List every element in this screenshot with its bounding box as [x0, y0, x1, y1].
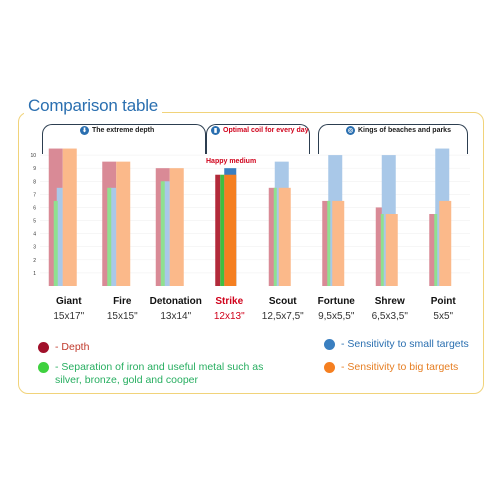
bar-detonation-separation — [160, 181, 165, 286]
y-tick-label: 6 — [33, 205, 36, 211]
bar-scout-separation — [273, 187, 277, 286]
depth-icon: ⬇ — [80, 126, 89, 135]
legend-separation: - Separation of iron and useful metal su… — [38, 361, 288, 387]
chart-title: Comparison table — [28, 96, 159, 115]
bar-fire-sensitivity — [116, 161, 131, 286]
legend-small-text: - Sensitivity to small targets — [341, 338, 469, 350]
bar-fortune-separation — [327, 200, 331, 286]
title-wrap: Comparison table — [24, 96, 163, 116]
category-size-label: 12,5x7,5" — [261, 311, 304, 322]
bar-detonation-sensitivity — [163, 181, 170, 286]
legend-separation-dot — [38, 362, 49, 373]
legend-separation-text: - Separation of iron and useful metal su… — [55, 361, 264, 386]
legend-depth: - Depth — [38, 341, 89, 354]
category-label: Fortune — [317, 296, 355, 307]
bar-strike-sensitivity — [224, 174, 237, 286]
legend-small: - Sensitivity to small targets — [324, 338, 469, 351]
beach-icon: ◎ — [346, 126, 355, 135]
category-size-label: 13x14" — [160, 311, 192, 322]
category-size-label: 12x13" — [213, 311, 245, 322]
category-size-label: 15x15" — [106, 311, 138, 322]
y-tick-label: 5 — [33, 219, 36, 225]
bar-giant-sensitivity — [62, 148, 77, 286]
category-size-label: 9,5x5,5" — [318, 311, 355, 322]
y-tick-label: 4 — [33, 232, 36, 238]
bar-shrew-sensitivity — [385, 214, 398, 286]
category-label: Point — [430, 296, 456, 307]
bar-fire-sensitivity — [110, 187, 117, 286]
group-label-optimal: ▮ Optimal coil for every day — [211, 126, 309, 135]
y-tick-label: 9 — [33, 166, 36, 172]
category-label: Scout — [268, 296, 297, 307]
legend-depth-text: - Depth — [55, 341, 90, 353]
group-header-depth — [42, 124, 206, 154]
bar-scout-sensitivity — [278, 187, 291, 286]
group-header-beach — [318, 124, 468, 154]
legend-depth-dot — [38, 342, 49, 353]
category-label: Giant — [55, 296, 82, 307]
y-tick-label: 8 — [33, 179, 36, 185]
y-tick-label: 10 — [30, 153, 36, 159]
bar-giant-separation — [53, 200, 58, 286]
category-label: Shrew — [374, 296, 405, 307]
category-size-label: 5x5" — [433, 311, 454, 322]
bar-fortune-sensitivity — [332, 200, 345, 286]
bar-shrew-separation — [380, 214, 384, 286]
bar-point-separation — [434, 214, 438, 286]
bar-strike-separation — [220, 174, 225, 286]
group-label-depth: ⬇ The extreme depth — [80, 126, 154, 135]
group-label-beach: ◎ Kings of beaches and parks — [346, 126, 451, 135]
legend-big-dot — [324, 362, 335, 373]
group-label-optimal-text: Optimal coil for every day — [223, 127, 309, 134]
legend-big: - Sensitivity to big targets — [324, 361, 458, 374]
happy-medium-label: Happy medium — [206, 158, 257, 165]
bar-fire-separation — [107, 187, 112, 286]
y-tick-label: 1 — [33, 271, 36, 277]
bar-giant-sensitivity — [56, 187, 63, 286]
bar-strike-depth — [215, 174, 221, 286]
bar-point-sensitivity — [439, 200, 452, 286]
category-label: Detonation — [149, 296, 202, 307]
y-tick-label: 7 — [33, 192, 36, 198]
y-tick-label: 2 — [33, 258, 36, 264]
y-tick-label: 3 — [33, 245, 36, 251]
bar-detonation-sensitivity — [169, 168, 184, 286]
coil-icon: ▮ — [211, 126, 220, 135]
group-label-beach-text: Kings of beaches and parks — [358, 127, 451, 134]
group-label-depth-text: The extreme depth — [92, 127, 155, 134]
legend-big-text: - Sensitivity to big targets — [341, 361, 459, 373]
comparison-frame — [18, 112, 484, 394]
group-header-optimal — [206, 124, 310, 154]
category-size-label: 15x17" — [53, 311, 85, 322]
category-size-label: 6,5x3,5" — [371, 311, 408, 322]
legend-small-dot — [324, 339, 335, 350]
category-label: Fire — [113, 296, 132, 307]
category-label: Strike — [215, 296, 244, 307]
